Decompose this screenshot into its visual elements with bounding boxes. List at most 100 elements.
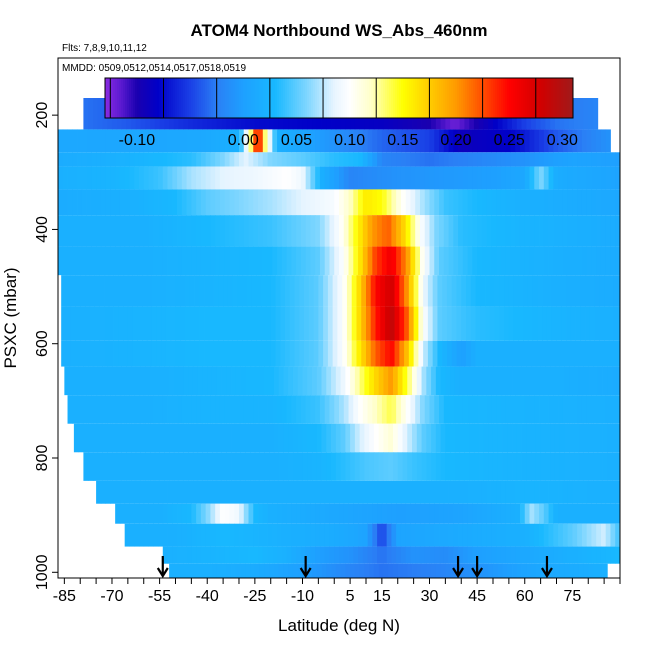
heatmap-cell	[416, 563, 422, 578]
heatmap-cell	[429, 503, 435, 524]
heatmap-cell	[485, 340, 491, 367]
heatmap-cell	[234, 395, 240, 424]
colorbar-segment	[287, 78, 290, 118]
heatmap-cell	[58, 129, 64, 153]
heatmap-cell	[519, 129, 526, 153]
colorbar-segment	[203, 78, 206, 118]
heatmap-cell	[377, 166, 383, 190]
heatmap-cell	[97, 452, 103, 481]
heatmap-cell	[170, 275, 176, 307]
heatmap-cell	[370, 275, 376, 307]
heatmap-cell	[539, 523, 545, 547]
heatmap-cell	[327, 275, 334, 307]
heatmap-cell	[615, 395, 621, 424]
heatmap-cell	[472, 189, 478, 216]
heatmap-cell	[296, 246, 302, 276]
heatmap-cell	[467, 166, 473, 190]
heatmap-cell	[335, 423, 341, 453]
heatmap-cell	[119, 395, 126, 424]
heatmap-cell	[158, 189, 164, 216]
heatmap-cell	[396, 152, 402, 167]
heatmap-cell	[461, 306, 467, 341]
heatmap-cell	[219, 523, 226, 547]
heatmap-cell	[513, 306, 519, 341]
heatmap-cell	[597, 563, 603, 578]
colorbar-segment	[499, 78, 502, 118]
heatmap-cell	[107, 452, 113, 481]
colorbar-segment	[149, 78, 152, 118]
heatmap-cell	[594, 275, 600, 307]
heatmap-cell	[191, 503, 197, 524]
heatmap-cell	[234, 503, 240, 524]
colorbar-segment	[465, 78, 468, 118]
heatmap-cell	[307, 452, 313, 481]
colorbar-segment	[177, 78, 180, 118]
heatmap-cell	[472, 546, 478, 564]
heatmap-cell	[375, 306, 381, 341]
heatmap-cell	[539, 503, 545, 524]
heatmap-cell	[491, 480, 497, 504]
heatmap-cell	[519, 152, 526, 167]
heatmap-cell	[339, 189, 345, 216]
heatmap-cell	[534, 480, 540, 504]
heatmap-cell	[145, 452, 151, 481]
heatmap-cell	[381, 523, 388, 547]
heatmap-cell	[323, 275, 329, 307]
heatmap-cell	[81, 189, 87, 216]
heatmap-cell	[319, 246, 326, 276]
x-tick-label: 15	[373, 588, 391, 605]
heatmap-cell	[424, 523, 430, 547]
heatmap-cell	[335, 366, 341, 396]
heatmap-cell	[129, 503, 135, 524]
heatmap-cell	[486, 166, 492, 190]
heatmap-cell	[359, 423, 365, 453]
heatmap-cell	[213, 306, 219, 341]
heatmap-cell	[115, 246, 121, 276]
heatmap-cell	[567, 246, 573, 276]
heatmap-cell	[232, 275, 238, 307]
heatmap-cell	[458, 246, 464, 276]
heatmap-cell	[572, 152, 578, 167]
heatmap-cell	[318, 306, 324, 341]
heatmap-cell	[439, 246, 445, 276]
heatmap-cell	[305, 246, 311, 276]
heatmap-cell	[532, 340, 538, 367]
x-tick-label: -25	[243, 588, 266, 605]
heatmap-cell	[172, 129, 178, 153]
heatmap-cell	[180, 340, 186, 367]
colorbar-segment	[419, 78, 422, 118]
heatmap-cell	[467, 246, 473, 276]
colorbar-segment	[403, 78, 406, 118]
heatmap-cell	[329, 129, 335, 153]
heatmap-cell	[573, 452, 580, 481]
heatmap-cell	[229, 546, 235, 564]
heatmap-cell	[283, 366, 289, 396]
colorbar-segment	[173, 78, 176, 118]
heatmap-cell	[562, 152, 569, 167]
heatmap-cell	[470, 306, 476, 341]
heatmap-cell	[396, 480, 402, 504]
heatmap-cell	[615, 189, 621, 216]
heatmap-cell	[339, 166, 345, 190]
heatmap-cell	[404, 306, 410, 341]
heatmap-cell	[604, 306, 610, 341]
heatmap-cell	[394, 306, 400, 341]
heatmap-cell	[478, 452, 484, 481]
heatmap-cell	[262, 503, 268, 524]
heatmap-cell	[167, 395, 173, 424]
heatmap-cell	[215, 395, 221, 424]
heatmap-cell	[367, 189, 373, 216]
heatmap-cell	[394, 340, 400, 367]
heatmap-cell	[377, 395, 383, 424]
heatmap-cell	[454, 366, 461, 396]
heatmap-cell	[291, 246, 297, 276]
heatmap-cell	[596, 246, 602, 276]
heatmap-cell	[332, 340, 338, 367]
heatmap-cell	[385, 340, 391, 367]
heatmap-cell	[462, 152, 468, 167]
heatmap-cell	[119, 215, 126, 247]
heatmap-cell	[454, 452, 461, 481]
heatmap-cell	[591, 503, 597, 524]
colorbar-segment	[479, 78, 482, 118]
heatmap-cell	[243, 246, 249, 276]
